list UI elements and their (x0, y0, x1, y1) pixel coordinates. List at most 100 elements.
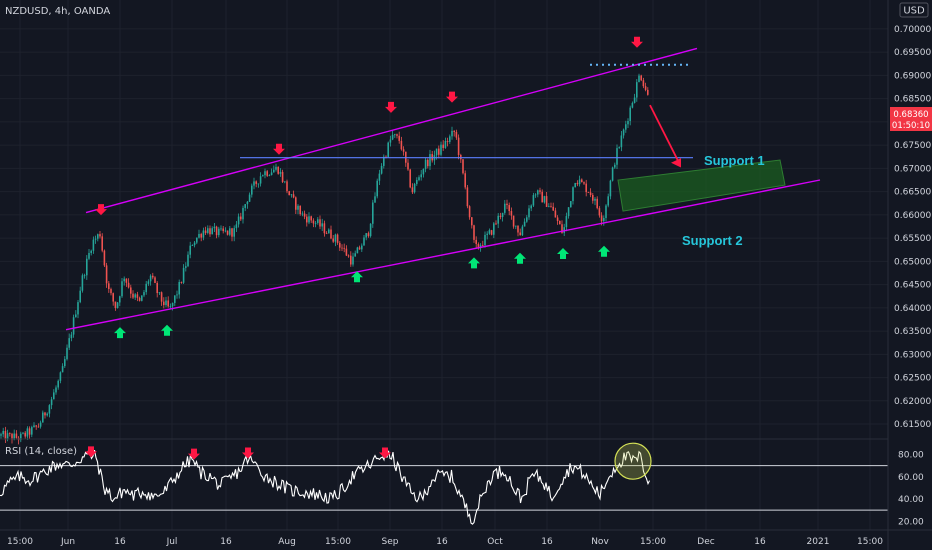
candle-body (407, 162, 409, 170)
sell-arrow-icon (273, 143, 285, 155)
candle-body (314, 222, 317, 224)
price-tick-label: 0.63000 (894, 350, 931, 360)
candle-body (504, 203, 506, 213)
time-axis[interactable]: 15:00 Jun 16 Jul 16 Aug 15:00 Sep 16 Oct 16 Nov 15:0… (7, 537, 883, 547)
candle-body (367, 233, 370, 237)
candle-body (625, 124, 627, 130)
candle-body (598, 208, 601, 216)
rsi-line-group[interactable] (0, 449, 650, 525)
candle-body (37, 426, 40, 428)
sell-arrow-icon (446, 91, 458, 103)
candle-body (209, 228, 211, 235)
candle-body (9, 433, 11, 435)
candle-body (484, 234, 486, 246)
rsi-highlight-circle (614, 442, 652, 480)
candle-body (138, 297, 141, 301)
time-tick-label: 16 (541, 537, 553, 547)
candle-body (81, 275, 84, 291)
candle-body (413, 183, 416, 193)
candle-body (339, 242, 341, 248)
price-tick-label: 0.67000 (894, 164, 931, 174)
candle-body (400, 140, 403, 150)
candle-body (587, 192, 590, 193)
candle-body (86, 258, 88, 276)
candle-body (495, 223, 497, 225)
candle-body (438, 148, 440, 155)
candle-body (352, 256, 354, 265)
channel-upper-line (85, 47, 698, 214)
candle-body (488, 230, 491, 234)
candle-body (633, 97, 636, 103)
candle-body (627, 120, 629, 125)
candle-body (411, 187, 414, 193)
candle-body (620, 135, 623, 148)
candle-body (537, 190, 539, 195)
candle-body (110, 289, 112, 294)
candle-body (191, 245, 194, 246)
time-tick-label: Jul (166, 537, 178, 547)
candle-body (178, 282, 180, 295)
candle-body (42, 412, 44, 423)
candle-body (0, 434, 2, 436)
candle-body (99, 234, 101, 237)
candle-body (270, 172, 273, 176)
candle-body (167, 300, 169, 307)
candle-body (248, 194, 251, 202)
candle-body (22, 432, 24, 434)
candle-body (31, 427, 33, 435)
symbol-title[interactable]: NZDUSD, 4h, OANDA (5, 6, 110, 17)
candle-body (583, 182, 585, 184)
candle-body (189, 245, 191, 255)
price-axis[interactable]: 0.700000.695000.690000.685000.680000.675… (894, 25, 931, 430)
rsi-axis[interactable]: 80.00 60.00 40.00 20.00 (898, 450, 924, 527)
drawings[interactable] (65, 36, 821, 480)
candle-body (90, 250, 92, 253)
price-tick-label: 0.63500 (894, 327, 931, 337)
candle-body (97, 234, 99, 239)
candle-body (596, 198, 598, 209)
candle-body (136, 294, 139, 298)
price-tick-label: 0.64500 (894, 281, 931, 291)
candle-body (55, 387, 57, 393)
candle-body (268, 175, 271, 176)
time-tick-label: 16 (220, 537, 232, 547)
support-2-zone (617, 159, 786, 212)
candle-body (169, 306, 172, 308)
candle-body (121, 281, 123, 297)
rsi-label[interactable]: RSI (14, close) (5, 446, 77, 457)
candle-body (389, 139, 392, 143)
rsi-tick-label: 80.00 (898, 450, 924, 460)
candle-body (44, 412, 46, 416)
candle-body (132, 293, 134, 298)
candle-body (589, 192, 592, 195)
candle-body (332, 238, 334, 242)
support-1-label: Support 1 (704, 153, 765, 168)
candle-body (429, 154, 431, 167)
currency-badge[interactable] (899, 2, 929, 18)
candle-body (523, 221, 526, 227)
candle-body (141, 295, 143, 301)
candle-body (424, 159, 427, 169)
candle-body (319, 219, 321, 227)
candle-body (24, 432, 26, 437)
candle-body (600, 215, 603, 222)
candle-body (134, 294, 136, 298)
time-tick-label: 16 (754, 537, 766, 547)
candle-body (358, 247, 361, 250)
candle-body (196, 237, 198, 243)
price-tick-label: 0.70000 (894, 25, 931, 35)
candle-body (244, 204, 246, 208)
candle-body (603, 218, 605, 222)
candle-body (453, 130, 455, 132)
candle-body (198, 233, 200, 238)
candle-body (449, 136, 451, 142)
candle-body (213, 226, 216, 229)
candle-body (207, 228, 209, 233)
candle-body (92, 239, 95, 251)
time-tick-label: Nov (591, 537, 609, 547)
candles[interactable] (0, 73, 649, 445)
candle-body (378, 173, 381, 181)
candle-body (70, 334, 73, 339)
rsi-sell-arrow-icon (188, 448, 200, 460)
